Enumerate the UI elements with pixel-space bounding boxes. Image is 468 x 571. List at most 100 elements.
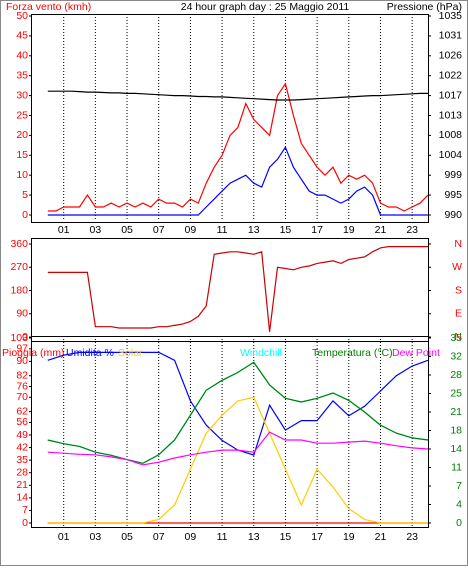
y-tick-label: 360 bbox=[10, 238, 28, 250]
x-tick-label: 05 bbox=[121, 531, 133, 543]
y-tick-label: 45 bbox=[16, 30, 28, 42]
y-tick-label: 0 bbox=[22, 331, 28, 343]
y-tick-label: 49 bbox=[16, 429, 28, 441]
x-tick-label: 15 bbox=[280, 531, 292, 543]
y-tick-label: 20 bbox=[16, 129, 28, 141]
y2-tick-label: 14 bbox=[450, 443, 462, 455]
x-tick-label: 03 bbox=[90, 531, 102, 543]
legend-entry: Pioggia (mm) bbox=[2, 347, 64, 359]
y-tick-label: 0 bbox=[22, 517, 28, 529]
y2-tick-label: 1031 bbox=[439, 30, 463, 42]
legend-entry: Dew Point bbox=[392, 347, 440, 359]
y-tick-label: 7 bbox=[22, 504, 28, 516]
legend-entry: Umidita % bbox=[66, 347, 114, 359]
y2-tick-label: 999 bbox=[444, 169, 462, 181]
y2-tick-label: 32 bbox=[450, 350, 462, 362]
y2-tick-label: 1017 bbox=[439, 89, 463, 101]
y2-tick-label: 21 bbox=[450, 406, 462, 418]
legend-entry: Solar bbox=[118, 347, 143, 359]
series-line bbox=[47, 396, 428, 524]
series-line bbox=[47, 146, 428, 216]
x-tick-label: 11 bbox=[217, 224, 228, 236]
y2-tick-label: 28 bbox=[450, 369, 462, 381]
y-tick-label: 21 bbox=[16, 479, 28, 491]
series-line bbox=[47, 82, 429, 212]
x-tick-label: 01 bbox=[58, 224, 70, 236]
y2-tick-label: N bbox=[454, 238, 462, 250]
y-tick-label: 70 bbox=[16, 391, 28, 403]
x-tick-label: 09 bbox=[185, 531, 197, 543]
y2-tick-label: 1008 bbox=[439, 129, 463, 141]
y-tick-label: 76 bbox=[16, 380, 28, 392]
y-tick-label: 10 bbox=[16, 169, 28, 181]
y-tick-label: 42 bbox=[16, 441, 28, 453]
y2-tick-label: W bbox=[452, 261, 462, 273]
series-line bbox=[47, 431, 429, 466]
y-tick-label: 97 bbox=[16, 343, 28, 355]
y-tick-label: 56 bbox=[16, 416, 28, 428]
x-tick-label: 17 bbox=[311, 531, 323, 543]
x-tick-label: 09 bbox=[185, 224, 197, 236]
y-tick-label: 35 bbox=[16, 69, 28, 81]
x-tick-label: 17 bbox=[311, 224, 323, 236]
x-tick-label: 23 bbox=[406, 531, 418, 543]
y-tick-label: 40 bbox=[16, 50, 28, 62]
series-line bbox=[47, 361, 429, 464]
y2-tick-label: 35 bbox=[450, 332, 462, 344]
y-tick-label: 0 bbox=[22, 209, 28, 221]
x-tick-label: 11 bbox=[217, 531, 228, 543]
x-tick-label: 13 bbox=[248, 224, 260, 236]
series-line bbox=[47, 90, 428, 101]
y-tick-label: 14 bbox=[16, 492, 28, 504]
y2-tick-label: E bbox=[455, 308, 462, 320]
weather-panel-frame bbox=[31, 336, 429, 528]
pressure-axis-label: Pressione (hPa) bbox=[387, 1, 462, 13]
x-tick-label: 19 bbox=[343, 224, 355, 236]
legend-entry: Windchill bbox=[240, 347, 282, 359]
y2-tick-label: 1026 bbox=[439, 50, 463, 62]
y2-tick-label: 7 bbox=[456, 480, 462, 492]
x-tick-label: 07 bbox=[153, 224, 165, 236]
wind-panel-frame bbox=[31, 14, 429, 223]
x-tick-label: 05 bbox=[121, 224, 133, 236]
y2-tick-label: 1013 bbox=[439, 109, 463, 121]
x-tick-label: 03 bbox=[90, 224, 102, 236]
y2-tick-label: 25 bbox=[450, 387, 462, 399]
y2-tick-label: 995 bbox=[444, 189, 462, 201]
wind-axis-label: Forza vento (kmh) bbox=[6, 1, 91, 13]
y-tick-label: 270 bbox=[10, 261, 28, 273]
y2-tick-label: 1022 bbox=[439, 69, 463, 81]
y-tick-label: 35 bbox=[16, 454, 28, 466]
chart-title: 24 hour graph day : 25 Maggio 2011 bbox=[181, 1, 350, 13]
y2-tick-label: 1004 bbox=[439, 149, 463, 161]
series-line bbox=[47, 246, 428, 332]
y-tick-label: 5 bbox=[22, 189, 28, 201]
y2-tick-label: 4 bbox=[456, 498, 462, 510]
y-tick-label: 180 bbox=[10, 284, 28, 296]
y-tick-label: 103 bbox=[10, 332, 28, 344]
x-tick-label: 23 bbox=[406, 224, 418, 236]
y-tick-label: 50 bbox=[16, 10, 28, 22]
y2-tick-label: 990 bbox=[444, 209, 462, 221]
x-tick-label: 21 bbox=[375, 224, 387, 236]
y2-tick-label: 11 bbox=[451, 461, 462, 473]
legend-entry: Temperatura (°C) bbox=[312, 347, 393, 359]
y-tick-label: 90 bbox=[16, 355, 28, 367]
y-tick-label: 25 bbox=[16, 109, 28, 121]
x-tick-label: 21 bbox=[375, 531, 387, 543]
x-tick-label: 07 bbox=[153, 531, 165, 543]
y-tick-label: 15 bbox=[16, 149, 28, 161]
y-tick-label: 28 bbox=[16, 466, 28, 478]
y-tick-label: 90 bbox=[16, 308, 28, 320]
y2-tick-label: 18 bbox=[450, 424, 462, 436]
y2-tick-label: S bbox=[455, 284, 462, 296]
x-tick-label: 13 bbox=[248, 531, 260, 543]
y2-tick-label: 0 bbox=[456, 517, 462, 529]
y-tick-label: 82 bbox=[16, 369, 28, 381]
x-tick-label: 01 bbox=[58, 531, 70, 543]
y-tick-label: 62 bbox=[16, 405, 28, 417]
y2-tick-label: N bbox=[454, 331, 462, 343]
y-tick-label: 30 bbox=[16, 89, 28, 101]
